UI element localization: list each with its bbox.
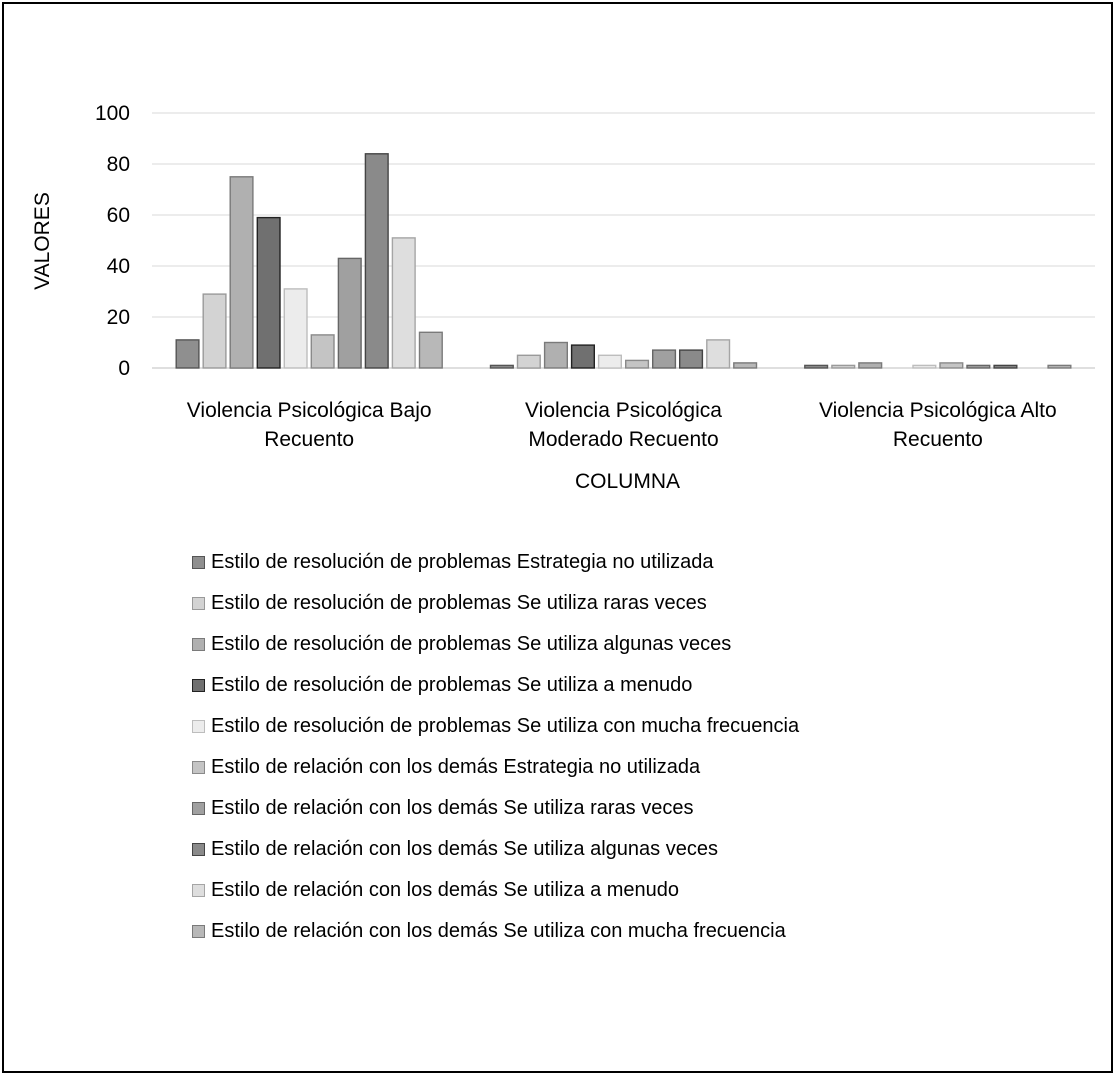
legend-swatch bbox=[192, 597, 205, 610]
bar bbox=[706, 339, 731, 369]
legend-item: Estilo de resolución de problemas Estrat… bbox=[192, 542, 799, 583]
bar bbox=[570, 344, 595, 369]
legend-label: Estilo de relación con los demás Se util… bbox=[211, 879, 680, 901]
legend-swatch bbox=[192, 802, 205, 815]
bar bbox=[310, 334, 335, 369]
bar bbox=[229, 176, 254, 369]
legend-label: Estilo de resolución de problemas Se uti… bbox=[211, 592, 707, 614]
legend-label: Estilo de resolución de problemas Se uti… bbox=[211, 633, 732, 655]
legend: Estilo de resolución de problemas Estrat… bbox=[192, 542, 799, 952]
legend-item: Estilo de relación con los demás Se util… bbox=[192, 911, 799, 952]
legend-swatch bbox=[192, 884, 205, 897]
bar bbox=[679, 349, 704, 369]
y-tick-label: 20 bbox=[107, 306, 130, 329]
bar bbox=[256, 216, 281, 369]
y-tick-label: 0 bbox=[118, 357, 130, 380]
legend-item: Estilo de resolución de problemas Se uti… bbox=[192, 665, 799, 706]
bar-chart: 0 20 40 60 80 100 Violencia Psicológica Bajo Re… bbox=[31, 102, 1095, 493]
x-axis-title: COLUMNA bbox=[575, 470, 680, 493]
legend-label: Estilo de resolución de problemas Se uti… bbox=[211, 674, 693, 696]
bar bbox=[966, 364, 991, 369]
legend-item: Estilo de relación con los demás Estrate… bbox=[192, 747, 799, 788]
legend-item: Estilo de resolución de problemas Se uti… bbox=[192, 624, 799, 665]
bar bbox=[597, 354, 622, 369]
legend-item: Estilo de relación con los demás Se util… bbox=[192, 829, 799, 870]
bar bbox=[1047, 364, 1072, 369]
legend-label: Estilo de relación con los demás Se util… bbox=[211, 920, 786, 942]
bar bbox=[733, 362, 758, 369]
x-category-label: Recuento bbox=[893, 428, 983, 451]
legend-swatch bbox=[192, 761, 205, 774]
legend-swatch bbox=[192, 843, 205, 856]
legend-swatch bbox=[192, 638, 205, 651]
legend-swatch bbox=[192, 925, 205, 938]
bar bbox=[418, 331, 443, 369]
x-category-label: Violencia Psicológica bbox=[525, 399, 722, 422]
legend-item: Estilo de resolución de problemas Se uti… bbox=[192, 583, 799, 624]
bar bbox=[202, 293, 227, 369]
legend-label: Estilo de relación con los demás Se util… bbox=[211, 838, 718, 860]
bar bbox=[831, 364, 856, 369]
legend-label: Estilo de relación con los demás Se util… bbox=[211, 797, 694, 819]
legend-swatch bbox=[192, 720, 205, 733]
y-tick-label: 40 bbox=[107, 255, 130, 278]
bar bbox=[175, 339, 200, 369]
bar bbox=[364, 153, 389, 369]
bar bbox=[804, 364, 829, 369]
x-category-label: Moderado Recuento bbox=[528, 428, 718, 451]
bar bbox=[652, 349, 677, 369]
x-category-label: Violencia Psicológica Bajo bbox=[187, 399, 432, 422]
bar bbox=[489, 364, 514, 369]
legend-label: Estilo de resolución de problemas Se uti… bbox=[211, 715, 800, 737]
y-tick-label: 100 bbox=[95, 102, 130, 125]
legend-swatch bbox=[192, 556, 205, 569]
legend-item: Estilo de relación con los demás Se util… bbox=[192, 788, 799, 829]
legend-label: Estilo de resolución de problemas Estrat… bbox=[211, 551, 714, 573]
x-category-label: Violencia Psicológica Alto bbox=[819, 399, 1057, 422]
bar bbox=[993, 364, 1018, 369]
bar bbox=[939, 362, 964, 369]
legend-item: Estilo de resolución de problemas Se uti… bbox=[192, 706, 799, 747]
y-axis-title: VALORES bbox=[31, 192, 54, 290]
bar bbox=[858, 362, 883, 369]
bar bbox=[337, 257, 362, 369]
bar bbox=[283, 288, 308, 369]
legend-swatch bbox=[192, 679, 205, 692]
y-tick-label: 80 bbox=[107, 153, 130, 176]
bar bbox=[543, 341, 568, 369]
y-tick-label: 60 bbox=[107, 204, 130, 227]
legend-item: Estilo de relación con los demás Se util… bbox=[192, 870, 799, 911]
bar bbox=[391, 237, 416, 369]
bar bbox=[516, 354, 541, 369]
x-category-label: Recuento bbox=[264, 428, 354, 451]
bar bbox=[625, 359, 650, 369]
bar bbox=[912, 364, 937, 369]
legend-label: Estilo de relación con los demás Estrate… bbox=[211, 756, 701, 778]
